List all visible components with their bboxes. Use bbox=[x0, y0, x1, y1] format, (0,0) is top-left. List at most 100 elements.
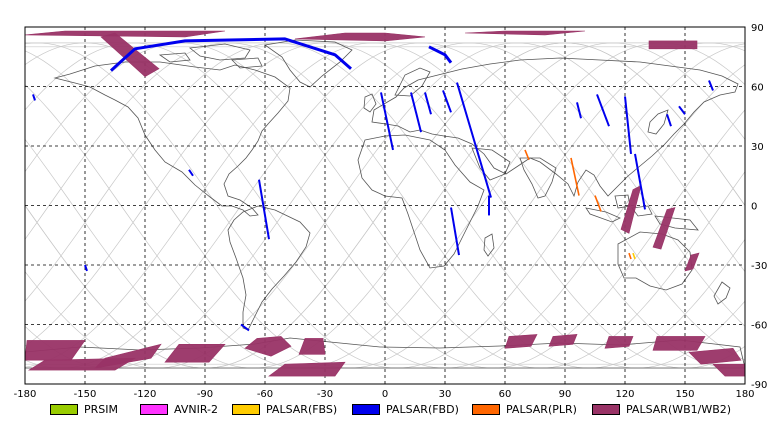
legend-label-palsar-wb: PALSAR(WB1/WB2) bbox=[626, 402, 732, 416]
wb-swath bbox=[504, 334, 538, 349]
fbd-swath bbox=[240, 323, 250, 332]
coastline-british-isles bbox=[363, 93, 377, 113]
orbit-track bbox=[24, 42, 746, 369]
coastline-south-america bbox=[227, 205, 311, 331]
wb-swath bbox=[294, 32, 426, 42]
plr-swath bbox=[570, 157, 580, 196]
plr-swath bbox=[524, 149, 530, 161]
lon-tick-label: -180 bbox=[14, 389, 37, 400]
fbd-swath bbox=[424, 92, 432, 115]
coastline-japan bbox=[647, 109, 669, 135]
fbd-swath bbox=[442, 90, 452, 113]
fbd-swath bbox=[188, 169, 194, 177]
wb-swath bbox=[464, 30, 586, 36]
fbd-swath bbox=[456, 82, 492, 198]
fbd-swath bbox=[380, 92, 394, 151]
lon-tick-label: -30 bbox=[317, 389, 333, 400]
fbd-swath bbox=[708, 80, 714, 91]
fbd-swath bbox=[596, 94, 610, 127]
legend-swatch-avnir2 bbox=[140, 403, 168, 415]
wb-swath bbox=[688, 347, 742, 365]
lat-lon-grid bbox=[24, 26, 746, 385]
fbs-swath bbox=[632, 252, 636, 260]
legend-swatch-palsar-fbd bbox=[352, 403, 380, 415]
fbd-swath bbox=[624, 96, 632, 155]
wb-swath bbox=[268, 361, 346, 377]
longitude-tick-labels: -180 -150 -120 -90 -60 -30 0 30 60 90 120 150 180 bbox=[14, 389, 755, 400]
legend-swatch-palsar-plr bbox=[472, 403, 500, 415]
coastline-north-america bbox=[53, 61, 291, 217]
wb-swath bbox=[620, 185, 642, 234]
coastline-africa bbox=[357, 134, 485, 269]
fbd-arc bbox=[428, 45, 453, 64]
coastline-arctic-islands bbox=[158, 43, 263, 69]
wb-swath bbox=[164, 343, 226, 363]
lon-tick-label: 150 bbox=[675, 389, 694, 400]
lon-tick-label: -60 bbox=[257, 389, 273, 400]
lon-tick-label: 60 bbox=[499, 389, 512, 400]
lat-tick-label: -60 bbox=[751, 321, 767, 332]
latitude-tick-labels: 90 60 30 0 -30 -60 -90 bbox=[751, 23, 767, 391]
orbit-track bbox=[24, 42, 746, 369]
coastline-india bbox=[519, 157, 557, 199]
orbit-track bbox=[24, 42, 746, 369]
lat-tick-label: 90 bbox=[751, 23, 764, 34]
lon-tick-label: 120 bbox=[615, 389, 634, 400]
fbd-swath bbox=[84, 264, 88, 272]
lat-tick-label: 60 bbox=[751, 83, 764, 94]
fbd-swath bbox=[450, 207, 460, 256]
fbd-swath bbox=[258, 179, 270, 240]
lat-tick-label: -90 bbox=[751, 380, 767, 391]
lon-tick-label: 0 bbox=[382, 389, 388, 400]
wb-swath bbox=[548, 334, 578, 347]
orbit-track bbox=[24, 42, 746, 369]
legend-item-avnir2: AVNIR-2 bbox=[140, 401, 218, 417]
legend-item-palsar-fbd: PALSAR(FBD) bbox=[352, 401, 459, 417]
fbd-arc bbox=[109, 37, 352, 72]
lon-tick-label: -120 bbox=[134, 389, 157, 400]
legend-item-palsar-fbs: PALSAR(FBS) bbox=[232, 401, 337, 417]
orbit-track bbox=[24, 42, 746, 369]
legend-item-prsim: PRSIM bbox=[50, 401, 118, 417]
fbd-swath bbox=[576, 102, 582, 119]
wb-swath bbox=[298, 338, 326, 355]
coastline-madagascar bbox=[483, 233, 495, 257]
legend-label-avnir2: AVNIR-2 bbox=[174, 402, 218, 416]
coastline-scandinavia bbox=[394, 67, 431, 97]
coastline-new-zealand bbox=[713, 281, 731, 305]
map-frame bbox=[24, 26, 746, 385]
legend: PRSIM AVNIR-2 PALSAR(FBS) PALSAR(FBD) PA… bbox=[0, 401, 770, 421]
wb-swath bbox=[244, 336, 292, 357]
lat-tick-label: 0 bbox=[751, 202, 757, 213]
plr-swath bbox=[628, 252, 632, 260]
fbd-swath bbox=[634, 153, 646, 210]
wb-swath bbox=[604, 336, 634, 349]
fbd-swath bbox=[32, 94, 36, 101]
lon-tick-label: 30 bbox=[439, 389, 452, 400]
legend-swatch-palsar-wb bbox=[592, 403, 620, 415]
legend-swatch-palsar-fbs bbox=[232, 403, 260, 415]
legend-label-prsim: PRSIM bbox=[84, 402, 118, 416]
wb-swath bbox=[652, 207, 676, 250]
wb-swath bbox=[684, 252, 700, 272]
fbd-swath bbox=[678, 105, 686, 115]
lat-tick-label: 30 bbox=[751, 142, 764, 153]
wb-swath bbox=[24, 340, 86, 361]
lon-tick-label: -150 bbox=[74, 389, 97, 400]
legend-swatch-prsim bbox=[50, 403, 78, 415]
observation-swaths bbox=[24, 30, 746, 377]
lon-tick-label: -90 bbox=[197, 389, 213, 400]
wb-swath bbox=[652, 336, 706, 351]
legend-item-palsar-wb: PALSAR(WB1/WB2) bbox=[592, 401, 731, 417]
fbd-swath bbox=[410, 92, 422, 133]
wb-swath bbox=[94, 343, 162, 369]
wb-swath bbox=[24, 30, 226, 38]
wb-swath bbox=[712, 363, 746, 377]
lon-tick-label: 180 bbox=[735, 389, 754, 400]
fbd-swath bbox=[666, 113, 672, 127]
lat-tick-label: -30 bbox=[751, 261, 767, 272]
legend-label-palsar-fbd: PALSAR(FBD) bbox=[386, 402, 459, 416]
legend-label-palsar-plr: PALSAR(PLR) bbox=[506, 402, 577, 416]
lon-tick-label: 90 bbox=[559, 389, 572, 400]
